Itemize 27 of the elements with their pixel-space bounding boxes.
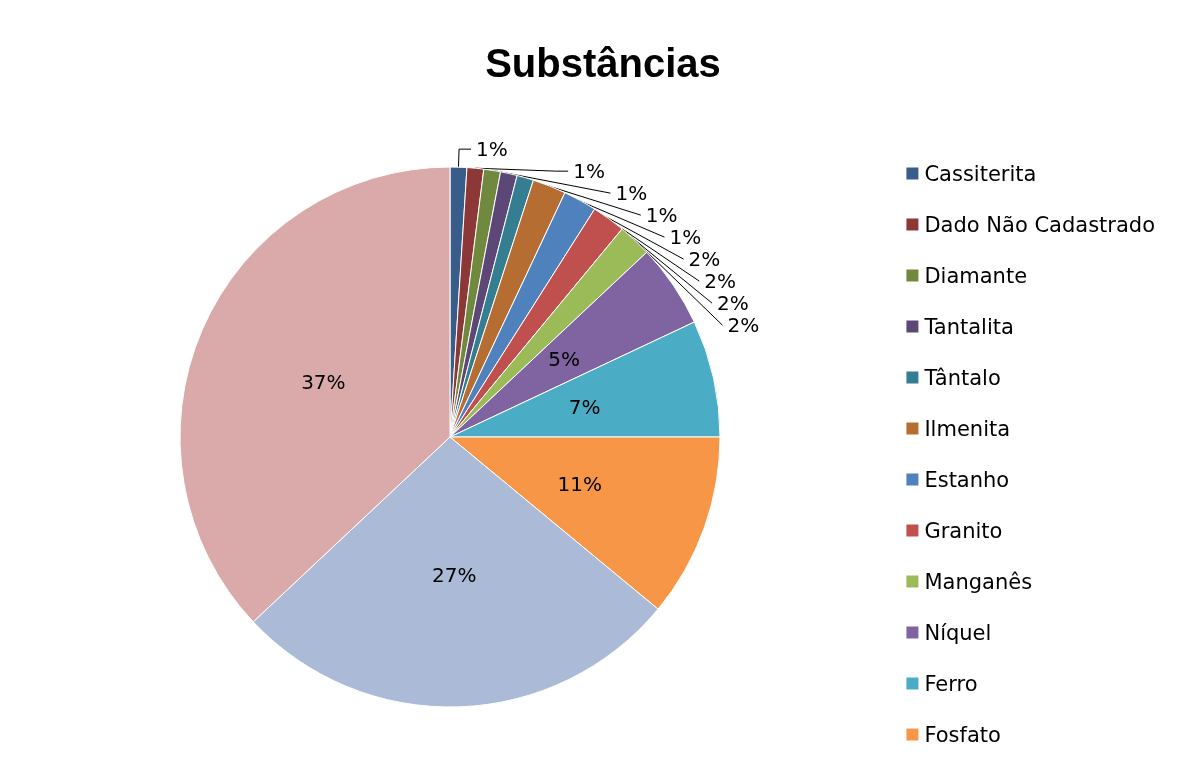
legend-label: Diamante <box>924 263 1028 288</box>
data-label: 27% <box>432 562 477 587</box>
legend-label: Granito <box>924 518 1003 543</box>
chart-title: Substâncias <box>485 41 721 85</box>
data-label: 1% <box>615 181 648 206</box>
data-label: 1% <box>645 203 678 228</box>
data-label: 2% <box>717 291 749 316</box>
legend-label: Níquel <box>924 620 992 645</box>
legend-label: Tantalita <box>923 314 1014 339</box>
legend-label: Estanho <box>924 467 1010 492</box>
data-label: 2% <box>704 269 736 294</box>
data-label: 11% <box>557 471 603 496</box>
data-label: 2% <box>688 247 721 272</box>
data-label: 2% <box>727 313 760 338</box>
data-label: 5% <box>548 347 580 372</box>
legend-label: Manganês <box>924 569 1033 594</box>
data-label: 1% <box>476 137 508 162</box>
legend-label: Ferro <box>924 671 978 696</box>
data-label: 7% <box>568 394 601 419</box>
data-label: 37% <box>301 370 346 395</box>
legend-label: Fosfato <box>924 722 1001 747</box>
legend-label: Dado Não Cadastrado <box>924 212 1156 237</box>
legend-label: Tântalo <box>923 365 1001 390</box>
data-label: 1% <box>669 225 702 250</box>
legend-label: Cassiterita <box>924 161 1037 186</box>
data-label: 1% <box>573 159 605 184</box>
legend-label: Ilmenita <box>924 416 1011 441</box>
